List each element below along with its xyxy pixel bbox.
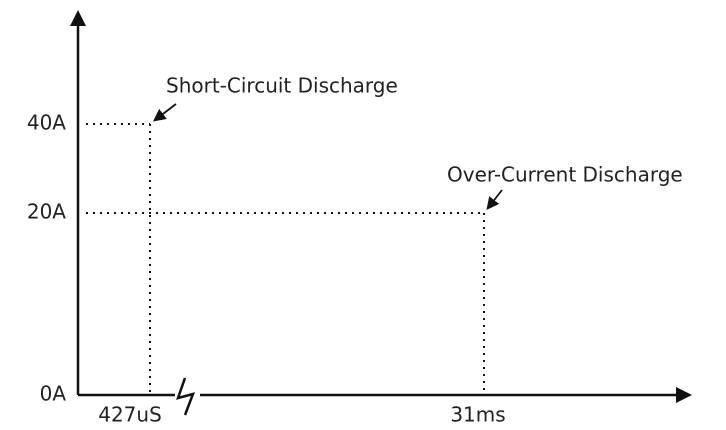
annotation: Short-Circuit Discharge	[166, 74, 398, 98]
x-label: 31ms	[450, 403, 505, 427]
annotation-arrow	[152, 103, 177, 122]
y-label: 0A	[40, 382, 67, 406]
annotation-arrow	[486, 189, 503, 210]
y-label: 40A	[27, 111, 66, 135]
x-label: 427uS	[98, 403, 162, 427]
y-axis-arrow	[70, 10, 86, 26]
axis-break	[176, 377, 196, 416]
annotation: Over-Current Discharge	[447, 163, 683, 187]
x-axis-arrow	[676, 387, 692, 403]
y-label: 20A	[27, 200, 66, 224]
